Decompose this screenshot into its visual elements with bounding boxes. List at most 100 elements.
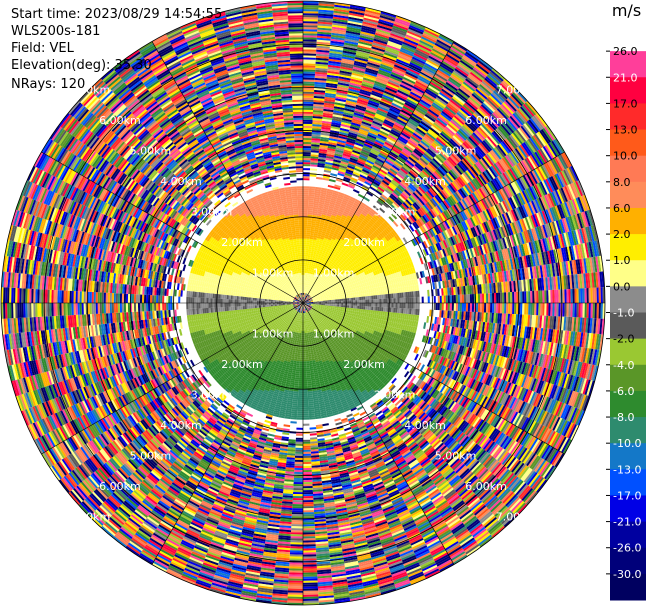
velocity-gate (319, 222, 325, 226)
velocity-gate (361, 299, 364, 303)
velocity-gate (397, 292, 400, 299)
velocity-gate (339, 162, 348, 168)
velocity-gate (354, 108, 366, 114)
velocity-gate (344, 36, 360, 42)
velocity-gate (312, 122, 322, 125)
velocity-gate (392, 25, 408, 33)
velocity-gate (358, 41, 373, 47)
velocity-gate (400, 223, 406, 230)
velocity-gate (345, 143, 355, 148)
velocity-gate (307, 273, 310, 276)
velocity-gate (325, 194, 332, 198)
velocity-gate (337, 304, 340, 307)
velocity-gate (408, 26, 424, 35)
velocity-gate (311, 148, 320, 151)
velocity-gate (305, 291, 307, 294)
velocity-gate (393, 21, 410, 29)
velocity-gate (415, 303, 418, 310)
velocity-gate (320, 216, 326, 220)
velocity-gate (314, 75, 327, 79)
velocity-gate (316, 39, 331, 43)
velocity-gate (308, 287, 310, 291)
velocity-gate (327, 237, 332, 241)
velocity-gate (306, 289, 309, 292)
velocity-gate (346, 26, 362, 32)
velocity-gate (386, 44, 401, 52)
velocity-gate (303, 143, 312, 147)
velocity-gate (340, 203, 347, 208)
velocity-gate (572, 303, 575, 318)
velocity-gate (322, 112, 333, 117)
velocity-gate (570, 288, 573, 303)
velocity-gate (313, 235, 318, 239)
velocity-gate (307, 285, 309, 288)
velocity-gate (359, 303, 362, 307)
velocity-gate (333, 304, 336, 307)
velocity-gate (330, 128, 340, 132)
velocity-gate (342, 294, 345, 297)
velocity-gate (344, 193, 351, 199)
velocity-gate (396, 56, 411, 64)
velocity-gate (310, 282, 313, 285)
velocity-gate (347, 163, 356, 168)
velocity-gate (307, 222, 312, 225)
velocity-gate (339, 129, 349, 134)
velocity-gate (321, 232, 326, 236)
velocity-gate (307, 279, 310, 282)
velocity-gate (433, 303, 436, 310)
velocity-gate (411, 303, 414, 309)
velocity-gate (330, 197, 337, 202)
velocity-gate (318, 152, 327, 156)
velocity-gate (322, 208, 329, 212)
velocity-gate (487, 303, 491, 313)
velocity-gate (374, 32, 390, 39)
velocity-gate (334, 153, 343, 158)
velocity-gate (305, 250, 309, 253)
velocity-gate (381, 59, 395, 67)
velocity-gate (349, 178, 358, 184)
velocity-gate (308, 250, 312, 254)
velocity-gate (303, 5, 319, 8)
velocity-gate (316, 258, 320, 262)
velocity-gate (326, 239, 331, 243)
velocity-gate (423, 322, 427, 329)
velocity-gate (347, 20, 363, 26)
velocity-gate (317, 17, 333, 21)
velocity-gate (358, 128, 369, 134)
velocity-gate (318, 3, 335, 7)
velocity-gate (347, 165, 355, 170)
velocity-gate (352, 308, 356, 312)
velocity-gate (383, 90, 396, 98)
velocity-gate (548, 303, 551, 316)
velocity-gate (337, 193, 345, 198)
velocity-gate (327, 68, 340, 73)
velocity-gate (310, 160, 318, 163)
velocity-gate (305, 260, 308, 263)
velocity-gate (318, 242, 323, 246)
velocity-gate (338, 166, 347, 171)
velocity-gate (548, 290, 551, 303)
velocity-gate (313, 93, 325, 97)
velocity-gate (337, 82, 350, 87)
velocity-gate (311, 218, 317, 222)
velocity-gate (347, 184, 355, 189)
velocity-gate (313, 97, 325, 101)
velocity-gate (341, 303, 344, 306)
velocity-gate (354, 165, 363, 171)
velocity-gate (483, 303, 487, 313)
velocity-gate (341, 182, 349, 187)
velocity-gate (319, 251, 323, 255)
velocity-gate (564, 303, 567, 317)
velocity-gate (353, 300, 356, 303)
velocity-gate (350, 155, 359, 161)
velocity-gate (331, 225, 337, 230)
velocity-gate (310, 232, 315, 236)
velocity-gate (494, 303, 497, 314)
velocity-gate (381, 298, 384, 303)
velocity-gate (349, 297, 352, 301)
velocity-gate (538, 290, 541, 303)
velocity-gate (584, 288, 587, 303)
velocity-gate (568, 303, 571, 318)
velocity-gate (317, 257, 321, 260)
velocity-gate (378, 105, 389, 112)
